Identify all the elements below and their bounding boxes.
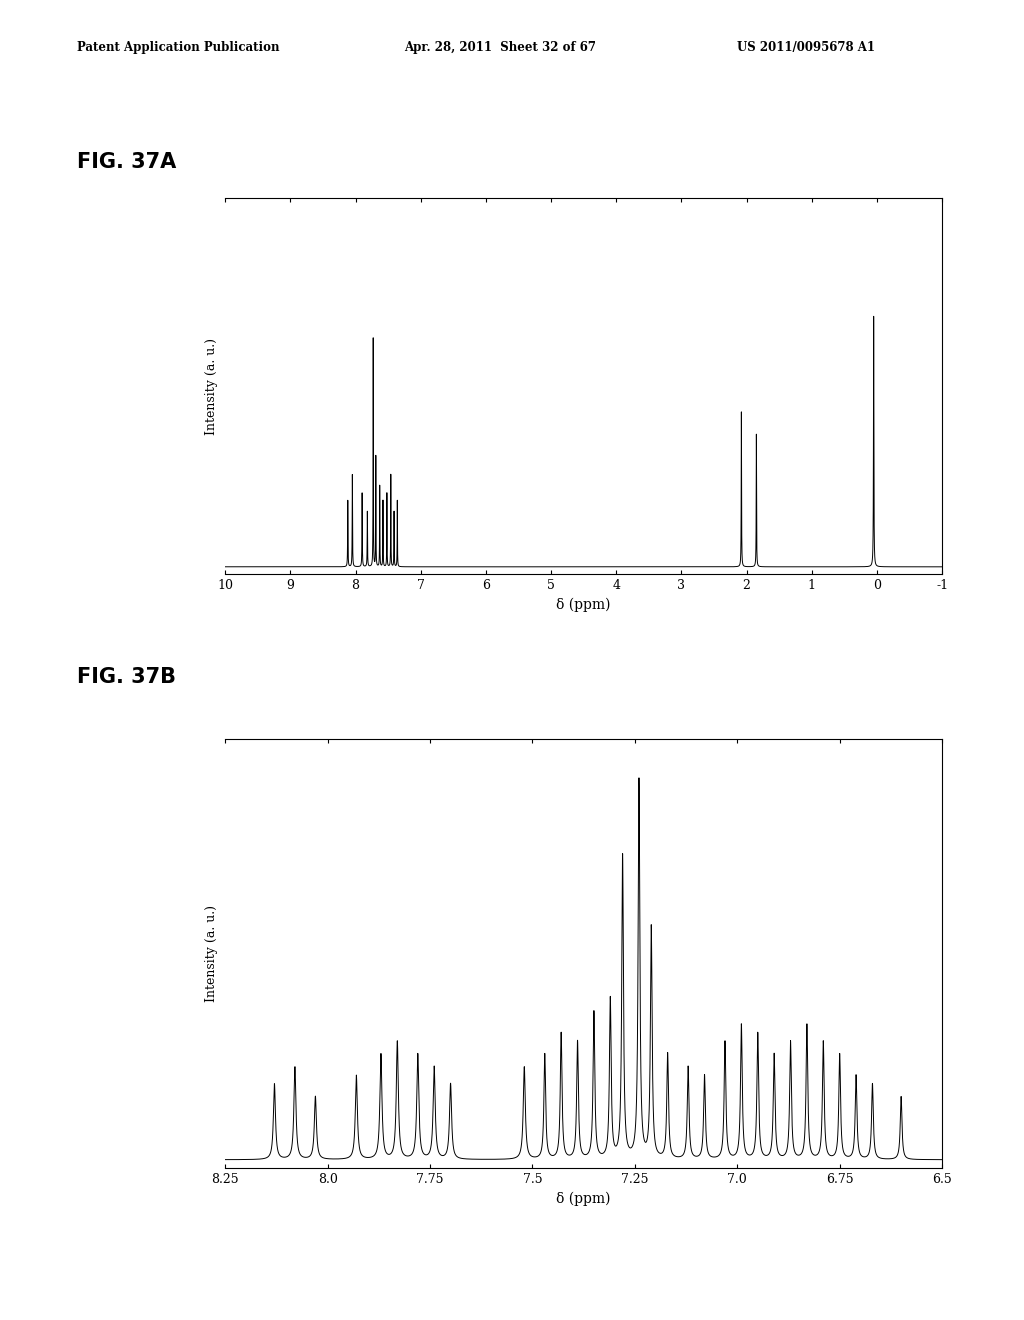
Text: Apr. 28, 2011  Sheet 32 of 67: Apr. 28, 2011 Sheet 32 of 67 <box>404 41 596 54</box>
X-axis label: δ (ppm): δ (ppm) <box>556 1192 611 1206</box>
Text: FIG. 37B: FIG. 37B <box>77 667 176 686</box>
Y-axis label: Intensity (a. u.): Intensity (a. u.) <box>206 338 218 434</box>
X-axis label: δ (ppm): δ (ppm) <box>556 598 611 612</box>
Text: FIG. 37A: FIG. 37A <box>77 152 176 172</box>
Text: Patent Application Publication: Patent Application Publication <box>77 41 280 54</box>
Y-axis label: Intensity (a. u.): Intensity (a. u.) <box>206 906 218 1002</box>
Text: US 2011/0095678 A1: US 2011/0095678 A1 <box>737 41 876 54</box>
